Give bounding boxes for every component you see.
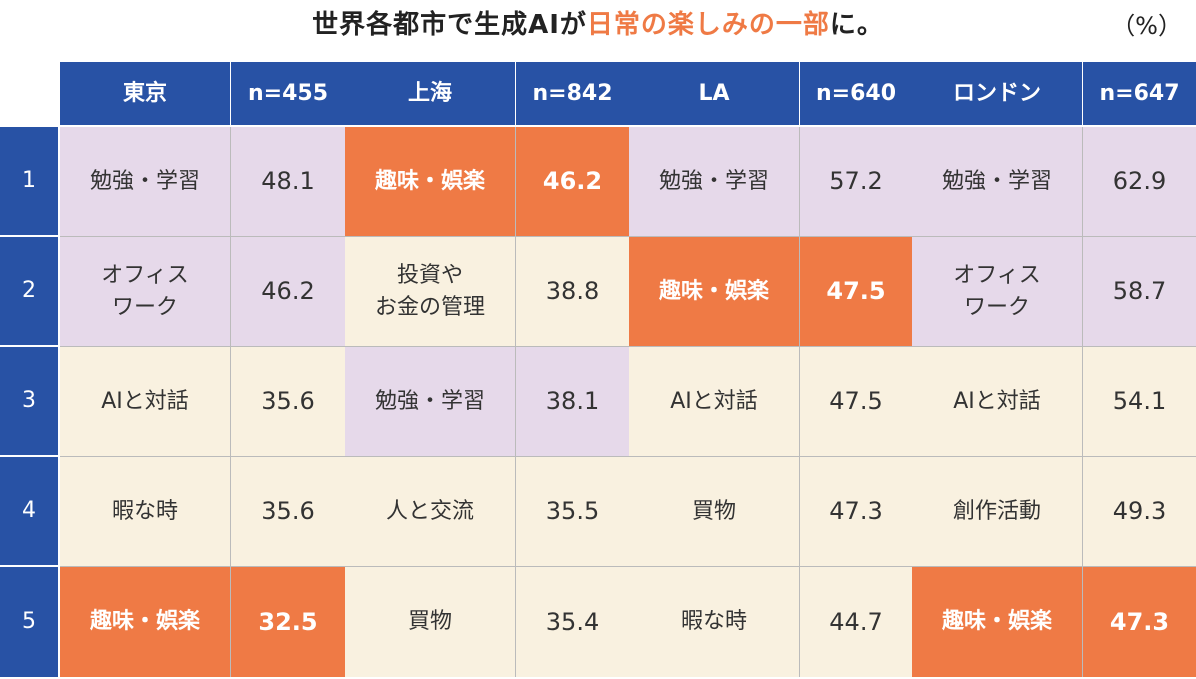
item-value: 38.8 (515, 237, 629, 347)
item-value: 48.1 (230, 127, 345, 237)
item-value: 35.6 (230, 347, 345, 457)
city-header: 東京 (60, 62, 230, 125)
item-value: 47.3 (799, 457, 912, 567)
item-value: 57.2 (799, 127, 912, 237)
item-label: 投資や お金の管理 (345, 237, 515, 347)
item-label: 趣味・娯楽 (345, 127, 515, 237)
item-label: 人と交流 (345, 457, 515, 567)
item-label: 勉強・学習 (345, 347, 515, 457)
item-value: 35.6 (230, 457, 345, 567)
item-label: オフィス ワーク (912, 237, 1082, 347)
item-label: 暇な時 (60, 457, 230, 567)
sample-size: n=842 (516, 62, 629, 125)
item-value: 62.9 (1082, 127, 1196, 237)
sample-size: n=647 (1083, 62, 1196, 125)
rank: 3 (0, 347, 58, 456)
rank: 1 (0, 127, 58, 236)
item-label: 勉強・学習 (629, 127, 799, 237)
item-value: 54.1 (1082, 347, 1196, 457)
title-part: に。 (829, 10, 884, 40)
item-value: 49.3 (1082, 457, 1196, 567)
title-part: 世界各都市で生成AIが (312, 10, 587, 40)
item-value: 47.5 (799, 347, 912, 457)
item-value: 47.5 (799, 237, 912, 347)
rank: 2 (0, 237, 58, 346)
item-label: 趣味・娯楽 (912, 567, 1082, 677)
item-label: 暇な時 (629, 567, 799, 677)
item-value: 38.1 (515, 347, 629, 457)
item-value: 47.3 (1082, 567, 1196, 677)
item-value: 46.2 (515, 127, 629, 237)
rank: 4 (0, 457, 58, 566)
item-value: 35.4 (515, 567, 629, 677)
item-value: 46.2 (230, 237, 345, 347)
city-header: 上海 (345, 62, 515, 125)
title-part: 日常の楽しみの一部 (586, 10, 830, 40)
item-label: 買物 (629, 457, 799, 567)
unit: （%） (1111, 12, 1182, 40)
item-label: AIと対話 (60, 347, 230, 457)
item-value: 32.5 (230, 567, 345, 677)
rank: 5 (0, 567, 58, 677)
item-label: AIと対話 (912, 347, 1082, 457)
item-label: 趣味・娯楽 (60, 567, 230, 677)
item-label: AIと対話 (629, 347, 799, 457)
item-value: 44.7 (799, 567, 912, 677)
city-header: LA (629, 62, 799, 125)
item-label: 勉強・学習 (60, 127, 230, 237)
item-label: 創作活動 (912, 457, 1082, 567)
item-label: 買物 (345, 567, 515, 677)
item-value: 35.5 (515, 457, 629, 567)
sample-size: n=455 (231, 62, 345, 125)
sample-size: n=640 (800, 62, 912, 125)
title: 世界各都市で生成AIが日常の楽しみの一部に。 (0, 4, 1196, 41)
item-label: 趣味・娯楽 (629, 237, 799, 347)
item-value: 58.7 (1082, 237, 1196, 347)
city-header: ロンドン (912, 62, 1082, 125)
item-label: 勉強・学習 (912, 127, 1082, 237)
item-label: オフィス ワーク (60, 237, 230, 347)
